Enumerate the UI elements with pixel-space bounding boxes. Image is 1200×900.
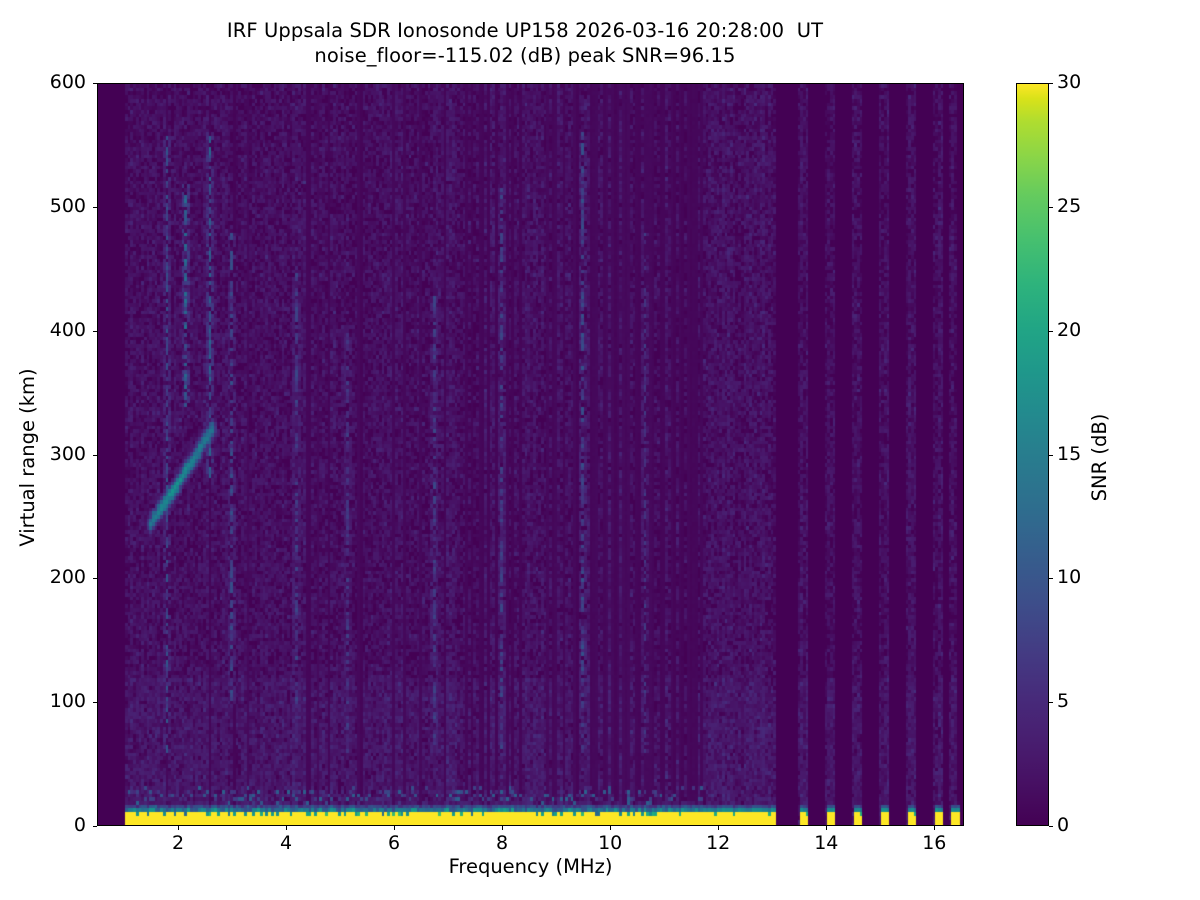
x-tick-mark xyxy=(178,826,179,830)
colorbar-tick-label: 0 xyxy=(1057,814,1070,836)
y-tick-label: 400 xyxy=(49,318,86,341)
x-tick-label: 16 xyxy=(922,832,947,854)
y-tick-mark xyxy=(93,702,97,704)
y-tick-mark xyxy=(93,826,97,827)
y-tick-mark xyxy=(93,206,97,208)
y-tick-mark xyxy=(93,454,97,456)
x-tick-label: 14 xyxy=(814,832,839,854)
x-tick-mark xyxy=(502,826,504,830)
colorbar-tick-label: 5 xyxy=(1057,690,1070,713)
y-tick-label: 500 xyxy=(49,194,86,217)
y-axis-label: Virtual range (km) xyxy=(16,368,39,547)
x-tick-mark xyxy=(286,826,288,830)
x-tick-mark xyxy=(394,826,396,830)
y-tick-mark xyxy=(93,83,97,84)
y-tick-label: 0 xyxy=(73,814,86,836)
x-tick-mark xyxy=(610,826,612,830)
y-tick-label: 200 xyxy=(49,566,86,589)
y-tick-mark xyxy=(93,330,97,332)
y-tick-mark xyxy=(93,578,97,580)
x-tick-label: 2 xyxy=(171,832,185,854)
ionogram-plot-area xyxy=(97,83,964,826)
colorbar-label: SNR (dB) xyxy=(1088,413,1111,502)
x-tick-mark xyxy=(718,826,720,830)
colorbar-tick-mark xyxy=(1049,578,1053,580)
colorbar-tick-label: 25 xyxy=(1057,194,1082,217)
title-line-secondary: noise_floor=-115.02 (dB) peak SNR=96.15 xyxy=(314,44,736,68)
colorbar-gradient xyxy=(1017,84,1048,825)
colorbar xyxy=(1016,83,1049,826)
colorbar-tick-label: 10 xyxy=(1057,566,1082,589)
colorbar-tick-mark xyxy=(1049,83,1053,84)
colorbar-tick-mark xyxy=(1049,330,1053,332)
colorbar-tick-mark xyxy=(1049,206,1053,208)
title-line-primary: IRF Uppsala SDR Ionosonde UP158 2026-03-… xyxy=(226,19,824,42)
x-tick-label: 6 xyxy=(388,832,401,854)
colorbar-tick-mark xyxy=(1049,454,1053,456)
colorbar-tick-label: 15 xyxy=(1057,442,1082,465)
x-tick-mark xyxy=(934,826,936,830)
y-tick-label: 600 xyxy=(49,71,86,93)
y-tick-label: 300 xyxy=(49,442,86,465)
x-axis-label: Frequency (MHz) xyxy=(448,855,613,878)
figure-title: IRF Uppsala SDR Ionosonde UP158 2026-03-… xyxy=(0,18,1050,69)
x-tick-label: 10 xyxy=(598,832,623,854)
x-tick-label: 4 xyxy=(280,832,293,854)
x-tick-label: 12 xyxy=(706,832,731,854)
ionogram-heatmap xyxy=(98,84,963,825)
colorbar-tick-mark xyxy=(1049,702,1053,704)
colorbar-tick-label: 30 xyxy=(1057,71,1082,93)
colorbar-tick-label: 20 xyxy=(1057,318,1082,341)
x-tick-mark xyxy=(826,826,828,830)
y-tick-label: 100 xyxy=(49,690,86,713)
x-tick-label: 8 xyxy=(496,832,509,854)
colorbar-tick-mark xyxy=(1049,826,1053,827)
